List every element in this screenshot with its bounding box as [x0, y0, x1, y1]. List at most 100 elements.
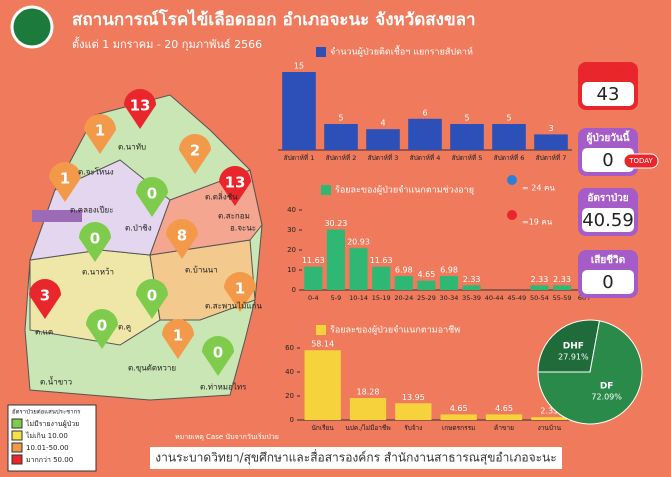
district-highlight: [32, 210, 82, 222]
y-tick-label: 20: [287, 246, 296, 254]
map-marker: [224, 272, 256, 312]
male-icon: [507, 175, 517, 185]
slice-value: 72.09%: [591, 392, 622, 401]
value-label: 5: [338, 114, 343, 123]
marker-value: 0: [90, 230, 100, 248]
bar: [534, 134, 568, 150]
bar: [440, 414, 477, 420]
bar: [492, 124, 526, 150]
marker-value: 8: [177, 227, 187, 245]
pie-slice: [537, 319, 601, 373]
badge: [623, 153, 659, 169]
value-label: 4.65: [417, 270, 435, 279]
stat-value: 40.59: [582, 210, 634, 231]
bar: [349, 398, 387, 420]
legend-swatch: [11, 442, 23, 453]
value-label: 6.98: [440, 266, 458, 275]
x-tick-label: 0-4: [308, 294, 319, 302]
x-tick-label: สัปดาห์ที่ 3: [368, 153, 399, 162]
marker-value: 1: [173, 327, 183, 345]
marker-value: 3: [40, 287, 50, 305]
x-tick-label: นปค./ไม่มีอาชีพ: [345, 424, 390, 432]
stat-value: 0: [602, 150, 613, 171]
badge-text: TODAY: [628, 157, 653, 165]
y-tick-label: 0: [292, 286, 296, 294]
bar: [282, 72, 316, 150]
value-label: 4.65: [450, 404, 468, 413]
value-label: 11.63: [370, 256, 393, 265]
x-tick-label: สัปดาห์ที่ 5: [452, 153, 483, 162]
map-marker: [79, 222, 111, 262]
district-label: ต.นาทับ: [118, 143, 146, 152]
district-label: ต.น้ำขาว: [40, 376, 72, 387]
pie-slice: [537, 320, 643, 425]
map-marker: [166, 219, 198, 259]
slice-label: DF: [600, 381, 614, 391]
district-label: ต.นาหว้า: [82, 268, 114, 277]
annotation: = 24 คน: [522, 184, 555, 193]
bar: [553, 285, 572, 290]
district-label: ต.สะกอม: [218, 212, 250, 221]
bar: [366, 129, 400, 150]
value-label: 5: [506, 114, 511, 123]
district-label: ต.คู: [118, 323, 131, 333]
map-marker: [29, 279, 61, 319]
x-tick-label: 50-54: [530, 294, 549, 302]
slice-value: 27.91%: [558, 353, 589, 362]
stat-value-box: [582, 208, 634, 232]
x-tick-label: 20-24: [394, 294, 413, 302]
stat-label: เสียชีวิต: [591, 254, 625, 266]
legend-swatch: [11, 454, 23, 465]
bar: [462, 285, 481, 290]
stat-value: 43: [597, 84, 620, 105]
y-tick-label: 40: [287, 206, 296, 214]
y-tick-label: 0: [290, 416, 294, 424]
x-tick-label: 45-49: [507, 294, 526, 302]
district-label: ต.สะพานไม้แก่น: [205, 302, 262, 311]
y-tick-label: 10: [287, 266, 296, 274]
x-tick-label: 60+: [578, 294, 592, 302]
x-tick-label: ค้าขาย: [494, 424, 514, 432]
marker-value: 1: [95, 122, 105, 140]
bar: [439, 276, 459, 290]
map-marker: [49, 162, 81, 202]
x-tick-label: 15-19: [372, 294, 391, 302]
map-marker: [84, 114, 116, 154]
x-tick-label: สัปดาห์ที่ 7: [536, 153, 567, 162]
marker-value: 13: [225, 174, 246, 192]
stat-value: 0: [602, 272, 613, 293]
legend-swatch: [316, 47, 326, 57]
value-label: 5: [464, 114, 469, 123]
bar: [326, 229, 345, 290]
legend-label: ไม่มีรายงานผู้ป่วย: [25, 419, 79, 428]
marker-value: 1: [235, 280, 245, 298]
x-tick-label: 55-59: [553, 294, 572, 302]
bar: [417, 280, 436, 290]
value-label: 2.33: [540, 407, 558, 416]
map-marker: [124, 89, 156, 129]
stat-label: อัตราป่วย: [587, 192, 628, 204]
value-label: 6.98: [395, 266, 413, 275]
district-label: ต.ป่าชิง: [125, 224, 152, 233]
stat-label: ผู้ป่วยทั้งหมด: [581, 64, 636, 79]
x-tick-label: สัปดาห์ที่ 2: [326, 153, 357, 162]
x-tick-label: 30-34: [440, 294, 459, 302]
legend-label: มากกว่า 50.00: [26, 456, 73, 464]
map-marker: [136, 177, 168, 217]
map-marker: [86, 309, 118, 349]
legend-swatch: [316, 325, 326, 335]
map-marker: [219, 166, 251, 206]
legend-swatch: [11, 418, 23, 429]
subtitle: ตั้งแต่ 1 มกราคม - 20 กุมภาพันธ์ 2566: [72, 36, 262, 51]
chart-title: ร้อยละของผู้ป่วยจำแนกตามอาชีพ: [330, 325, 460, 336]
bar: [408, 118, 442, 150]
map-marker: [202, 336, 234, 376]
legend-swatch: [11, 430, 23, 441]
x-tick-label: เกษตรกรรม: [442, 424, 475, 432]
marker-value: 0: [97, 317, 107, 335]
y-tick-label: 30: [287, 226, 296, 234]
district-label: ต.ขุนตัดหวาย: [128, 364, 176, 373]
value-label: 6: [422, 108, 427, 117]
slice-label: DHF: [563, 342, 584, 352]
